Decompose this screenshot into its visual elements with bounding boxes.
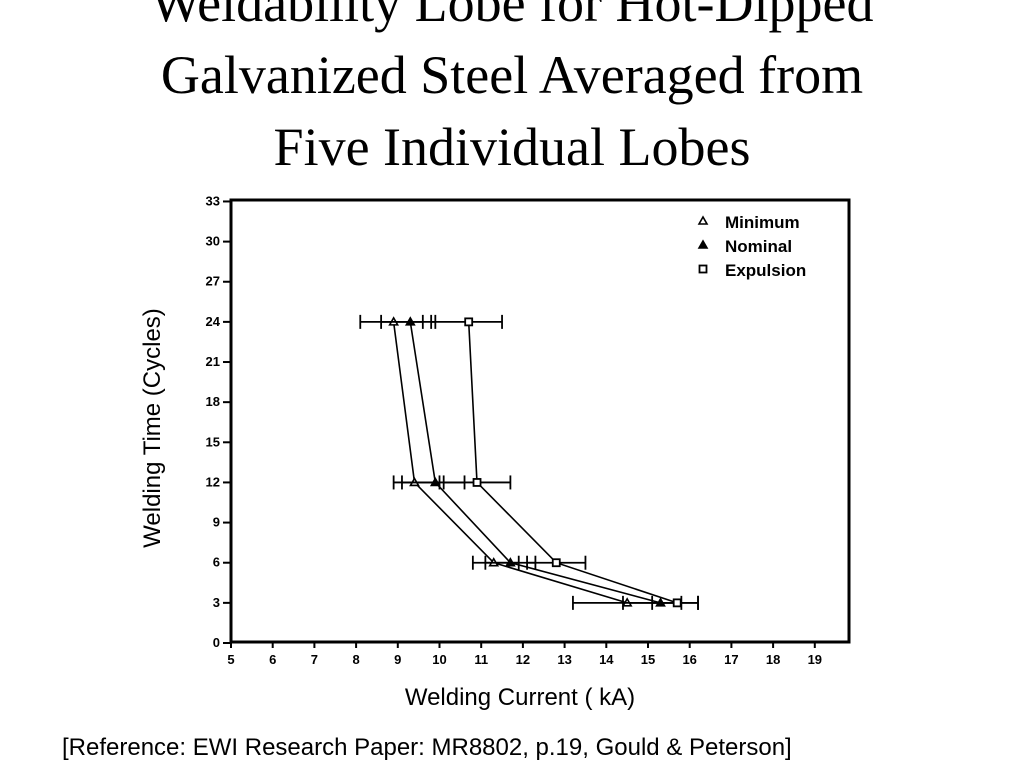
data-point bbox=[505, 557, 516, 567]
legend-marker bbox=[697, 239, 709, 249]
y-tick-label: 6 bbox=[213, 555, 220, 570]
legend-label: Expulsion bbox=[725, 261, 806, 280]
legend-marker bbox=[698, 264, 708, 274]
x-tick-label: 15 bbox=[641, 652, 655, 667]
x-tick-label: 5 bbox=[227, 652, 234, 667]
axes: 0 3 6 9 12 15 18 21 24 27 30 33 5 6 7 8 9 10 11 12 13 14 15 16 1… bbox=[206, 193, 851, 667]
y-tick-label: 0 bbox=[213, 635, 220, 650]
series-expulsion bbox=[430, 314, 699, 610]
data-point bbox=[551, 558, 561, 568]
x-tick-label: 7 bbox=[311, 652, 318, 667]
y-tick-label: 15 bbox=[206, 434, 220, 449]
y-tick-label: 12 bbox=[206, 474, 220, 489]
legend-label: Minimum bbox=[725, 213, 800, 232]
y-axis-label: Welding Time (Cycles) bbox=[139, 308, 166, 548]
series-line bbox=[467, 321, 678, 604]
title-line-2: Galvanized Steel Averaged from bbox=[160, 45, 864, 105]
data-point bbox=[429, 476, 441, 487]
x-axis-label: Welding Current ( kA) bbox=[404, 684, 636, 711]
x-tick-label: 6 bbox=[269, 652, 276, 667]
reference-citation: [Reference: EWI Research Paper: MR8802, … bbox=[62, 734, 792, 761]
y-tick-label: 27 bbox=[206, 274, 220, 289]
x-tick-label: 19 bbox=[808, 652, 822, 667]
y-tick-label: 18 bbox=[206, 394, 220, 409]
x-tick-label: 11 bbox=[474, 652, 488, 667]
data-point bbox=[404, 316, 416, 326]
x-tick-label: 17 bbox=[724, 652, 738, 667]
x-tick-label: 14 bbox=[599, 652, 614, 667]
y-tick-label: 3 bbox=[213, 595, 220, 610]
data-point bbox=[464, 317, 474, 327]
y-tick-label: 24 bbox=[206, 314, 221, 329]
y-tick-label: 30 bbox=[206, 234, 220, 249]
y-tick-label: 33 bbox=[206, 193, 220, 208]
x-tick-label: 18 bbox=[766, 652, 780, 667]
data-point bbox=[672, 598, 682, 608]
x-tick-label: 12 bbox=[516, 652, 530, 667]
series-line bbox=[392, 321, 628, 604]
x-tick-label: 8 bbox=[352, 652, 359, 667]
legend-marker bbox=[697, 215, 709, 225]
series-layer bbox=[359, 314, 699, 610]
y-tick-label: 9 bbox=[213, 515, 220, 530]
legend: Minimum Nominal Expulsion bbox=[697, 213, 806, 280]
plot-frame bbox=[229, 198, 851, 644]
x-tick-label: 13 bbox=[557, 652, 571, 667]
y-tick-label: 21 bbox=[206, 354, 220, 369]
x-tick-label: 9 bbox=[394, 652, 401, 667]
data-point bbox=[472, 478, 482, 487]
x-tick-label: 16 bbox=[682, 652, 696, 667]
series-nominal bbox=[380, 314, 699, 610]
title-line-3: Five Individual Lobes bbox=[273, 117, 751, 177]
title-line-1: Weldability Lobe for Hot-Dipped bbox=[150, 0, 874, 33]
legend-label: Nominal bbox=[725, 237, 792, 256]
x-tick-label: 10 bbox=[432, 652, 446, 667]
series-line bbox=[409, 321, 661, 604]
slide-title: Weldability Lobe for Hot-Dipped Galvaniz… bbox=[0, 0, 1024, 183]
